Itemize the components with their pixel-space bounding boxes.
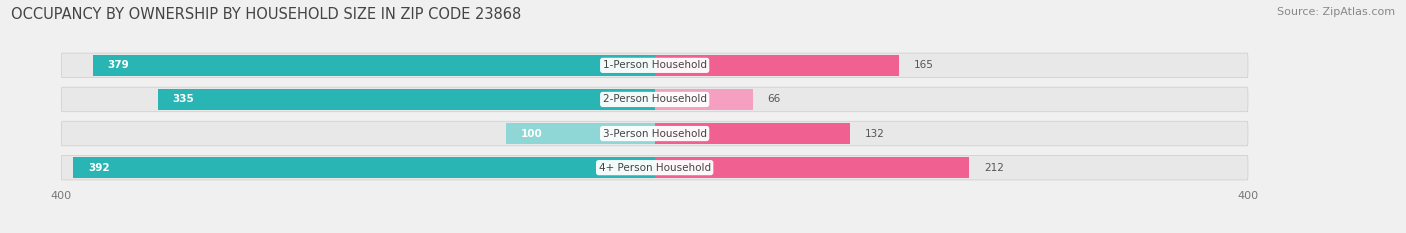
Text: 392: 392 [89,163,110,173]
Bar [73,157,655,178]
Bar [655,55,900,76]
Text: 66: 66 [768,94,780,104]
Text: 4+ Person Household: 4+ Person Household [599,163,711,173]
Text: 212: 212 [984,163,1004,173]
Text: Source: ZipAtlas.com: Source: ZipAtlas.com [1277,7,1395,17]
Text: 379: 379 [107,60,129,70]
Text: 335: 335 [173,94,194,104]
Text: 100: 100 [522,129,543,139]
FancyBboxPatch shape [62,53,1249,78]
Text: 165: 165 [914,60,934,70]
FancyBboxPatch shape [62,155,1249,180]
Text: 2-Person Household: 2-Person Household [603,94,707,104]
Text: OCCUPANCY BY OWNERSHIP BY HOUSEHOLD SIZE IN ZIP CODE 23868: OCCUPANCY BY OWNERSHIP BY HOUSEHOLD SIZE… [11,7,522,22]
Text: 132: 132 [865,129,886,139]
FancyBboxPatch shape [62,121,1249,146]
Text: 3-Person Household: 3-Person Household [603,129,707,139]
Text: 1-Person Household: 1-Person Household [603,60,707,70]
Bar [655,123,851,144]
Bar [655,89,752,110]
Bar [655,157,969,178]
FancyBboxPatch shape [62,87,1249,112]
Bar [157,89,655,110]
Bar [93,55,655,76]
Bar [506,123,655,144]
